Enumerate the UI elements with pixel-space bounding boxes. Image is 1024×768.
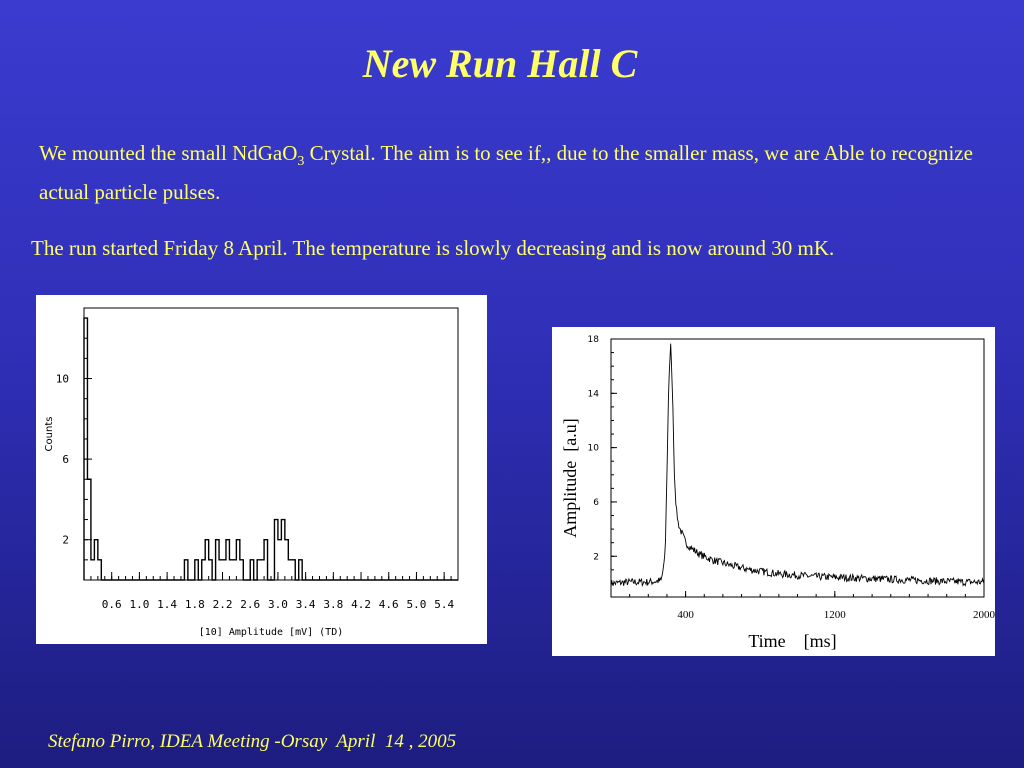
intro-text-end: Crystal. The aim is to see if,, due to t…	[39, 141, 973, 205]
run-status-paragraph: The run started Friday 8 April. The temp…	[31, 236, 835, 260]
histogram-x-tick-label: 3.0	[268, 598, 288, 611]
histogram-x-tick-label: 2.2	[213, 598, 233, 611]
histogram-bin	[223, 560, 226, 580]
histogram-bin	[288, 560, 291, 580]
footer-credit: Stefano Pirro, IDEA Meeting -Orsay April…	[48, 731, 457, 752]
histogram-bin	[278, 540, 281, 580]
pulse-panel: 400 1200 2000 2 6 10 14 18 Time [ms] Amplitude [a…	[552, 327, 995, 656]
pulse-y-tick-label: 6	[593, 498, 599, 508]
intro-text-start: We mounted the small NdGaO	[39, 141, 298, 165]
pulse-y-axis-label: Amplitude [a.u]	[560, 418, 580, 537]
pulse-x-tick-label: 2000	[973, 609, 995, 621]
subscript-3: 3	[297, 154, 305, 170]
histogram-bin	[219, 560, 222, 580]
histogram-x-tick-label: 1.8	[185, 598, 205, 611]
histogram-panel: 0.6 1.0 1.4 1.8 2.2 2.6 3.0 3.4 3.8 4.2 4.6 5.0 5.4 2…	[36, 295, 487, 644]
pulse-y-tick-label: 18	[588, 335, 600, 345]
histogram-x-tick-label: 1.4	[157, 598, 177, 611]
histogram-x-axis-label: [10] Amplitude [mV] (TD)	[199, 627, 344, 638]
histogram-frame	[83, 307, 459, 581]
slide-title: New Run Hall C	[362, 41, 638, 86]
histogram-bin	[91, 560, 94, 580]
intro-paragraph: We mounted the small NdGaO3 Crystal. The…	[39, 138, 1009, 207]
histogram-x-tick-label: 4.2	[351, 598, 371, 611]
histogram-bin	[233, 560, 236, 580]
pulse-x-tick-label: 400	[677, 609, 694, 621]
histogram-bin	[261, 560, 264, 580]
histogram-x-tick-label: 3.8	[323, 598, 343, 611]
pulse-y-tick-label: 14	[588, 389, 600, 399]
histogram-x-tick-label: 4.6	[379, 598, 399, 611]
pulse-x-axis-label: Time [ms]	[748, 631, 836, 651]
pulse-x-tick-label: 1200	[824, 609, 847, 621]
histogram-x-tick-label: 2.6	[240, 598, 260, 611]
histogram-x-tick-label: 3.4	[296, 598, 316, 611]
pulse-y-tick-label: 10	[588, 444, 600, 454]
amplitude-histogram-chart: 0.6 1.0 1.4 1.8 2.2 2.6 3.0 3.4 3.8 4.2 4.6 5.0 5.4 2…	[44, 307, 459, 638]
histogram-step-line	[83, 317, 458, 581]
histogram-x-tick-label: 1.0	[129, 598, 149, 611]
histogram-y-tick-label: 10	[56, 373, 69, 386]
pulse-y-tick-label: 2	[593, 552, 599, 562]
pulse-trace-line	[610, 343, 985, 588]
histogram-y-axis-label: Counts	[44, 417, 55, 452]
histogram-y-tick-label: 2	[62, 534, 69, 547]
histogram-x-tick-label: 5.4	[434, 598, 454, 611]
histogram-x-tick-label: 5.0	[407, 598, 427, 611]
histogram-y-tick-label: 6	[62, 453, 69, 466]
pulse-shape-chart: 400 1200 2000 2 6 10 14 18 Time [ms] Amplitude [a…	[560, 335, 995, 651]
histogram-x-tick-label: 0.6	[102, 598, 122, 611]
histogram-bin	[229, 560, 232, 580]
